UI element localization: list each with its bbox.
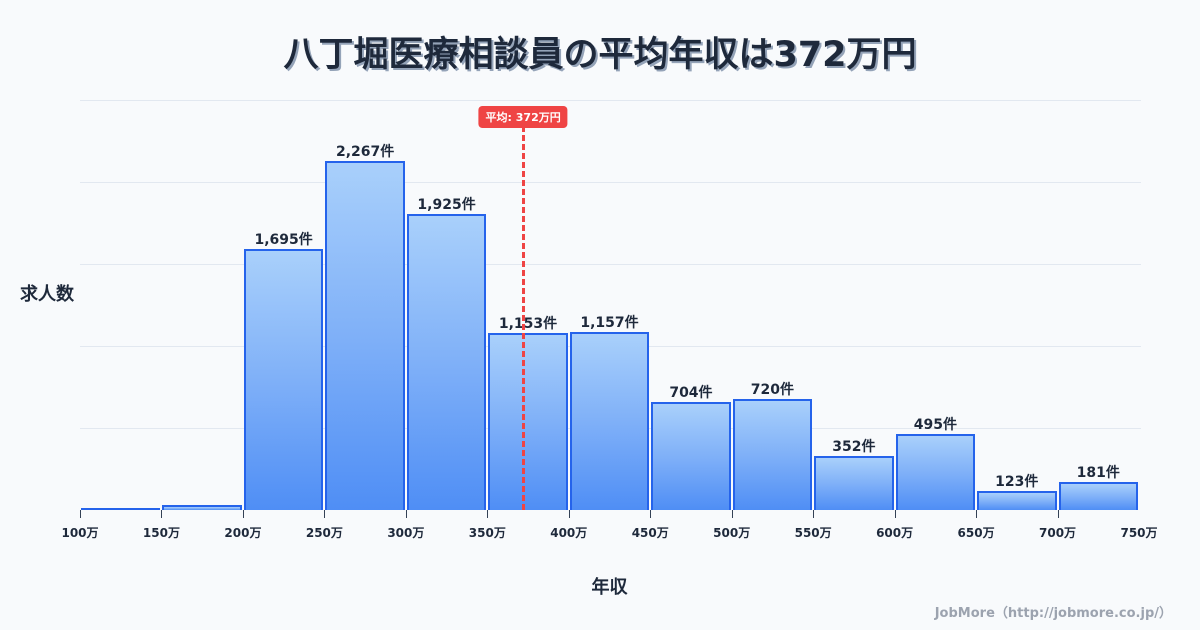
x-tick [976, 510, 978, 518]
plot-area: 1,695件 2,267件 1,925件 1,153件 1,157件 704件 720件 35… [61, 100, 1158, 540]
histogram-bar [406, 213, 487, 510]
bar-value-label: 1,925件 [417, 196, 476, 213]
x-tick [813, 510, 815, 518]
histogram-bar [569, 331, 650, 510]
histogram-bar [243, 249, 324, 510]
histogram-bar [814, 455, 894, 510]
histogram-bar [1058, 482, 1138, 510]
gridline [80, 100, 1141, 101]
histogram-bar [81, 508, 161, 510]
x-tick-label: 600万 [876, 526, 914, 540]
x-tick [568, 510, 570, 518]
x-tick-label: 400万 [550, 526, 588, 540]
x-tick-label: 300万 [387, 526, 425, 540]
bar-value-label: 720件 [750, 382, 795, 399]
x-tick-label: 750万 [1120, 526, 1158, 540]
x-tick-label: 550万 [794, 526, 832, 540]
bar-value-label: 2,267件 [335, 144, 395, 161]
x-tick [731, 510, 733, 518]
bar-value-label: 1,695件 [254, 232, 313, 249]
bar-value-label: 352件 [832, 438, 876, 455]
histogram-bar [488, 332, 568, 510]
x-tick [161, 510, 163, 518]
bar-value-label: 1,157件 [580, 314, 639, 331]
histogram-bar [162, 504, 242, 510]
histogram-bar [325, 161, 405, 510]
credit-text: JobMore（http://jobmore.co.jp/） [934, 606, 1172, 621]
x-tick-label: 250万 [305, 526, 343, 540]
y-axis-label: 求人数 [20, 284, 74, 305]
x-tick-label: 350万 [468, 526, 506, 540]
x-tick [650, 510, 652, 518]
histogram-bar [732, 399, 813, 510]
x-tick [894, 510, 896, 518]
x-tick [1057, 510, 1059, 518]
x-tick [324, 510, 326, 518]
average-line [521, 126, 525, 510]
gridline [80, 182, 1141, 183]
x-axis-label: 年収 [591, 577, 628, 598]
histogram-bar [895, 433, 976, 510]
bar-value-label: 181件 [1076, 465, 1120, 482]
x-tick [405, 510, 407, 518]
x-tick-label: 700万 [1039, 526, 1077, 540]
bar-value-label: 495件 [913, 416, 957, 433]
x-tick-label: 650万 [957, 526, 995, 540]
histogram-bar [977, 491, 1057, 510]
average-badge: 平均: 372万円 [478, 106, 568, 128]
bar-value-label: 123件 [995, 474, 1039, 491]
histogram-bar [651, 401, 731, 510]
x-tick [80, 510, 81, 518]
x-tick [487, 510, 489, 518]
chart-title: 八丁堀医療相談員の平均年収は372万円 [283, 35, 917, 75]
bar-value-label: 1,153件 [498, 315, 558, 332]
x-tick-label: 500万 [713, 526, 751, 540]
x-tick-label: 200万 [224, 526, 262, 540]
x-tick-label: 450万 [631, 526, 669, 540]
bar-value-label: 704件 [669, 384, 713, 401]
x-tick-label: 100万 [61, 526, 99, 540]
x-tick-label: 150万 [142, 526, 180, 540]
x-tick [242, 510, 244, 518]
gridline [80, 264, 1141, 265]
